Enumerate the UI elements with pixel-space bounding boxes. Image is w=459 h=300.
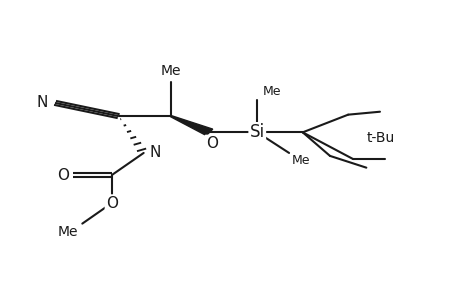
Text: Me: Me bbox=[160, 64, 181, 78]
Text: Me: Me bbox=[291, 154, 309, 167]
Text: O: O bbox=[57, 167, 69, 182]
Text: Si: Si bbox=[249, 123, 264, 141]
Text: t-Bu: t-Bu bbox=[365, 131, 394, 145]
Polygon shape bbox=[170, 116, 213, 136]
Text: Me: Me bbox=[57, 225, 78, 239]
Text: N: N bbox=[37, 95, 48, 110]
Text: N: N bbox=[149, 146, 161, 160]
Text: O: O bbox=[205, 136, 218, 151]
Text: O: O bbox=[106, 196, 118, 211]
Text: Me: Me bbox=[262, 85, 280, 98]
